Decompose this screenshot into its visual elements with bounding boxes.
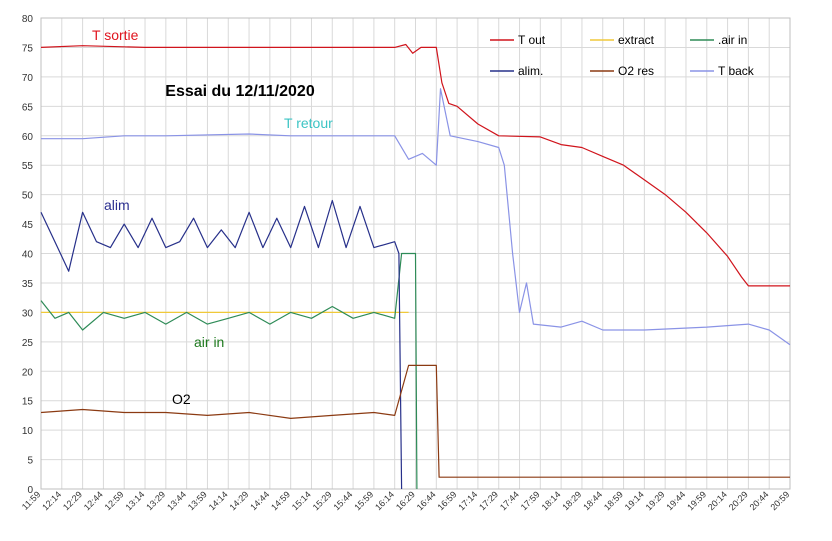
series-annotation: O2 [172,391,191,407]
y-tick-label: 80 [22,14,34,25]
series-annotations: T sortie T retour alim air in O2 [92,27,333,407]
series-annotation: T retour [284,115,333,131]
y-tick-label: 25 [22,338,34,349]
y-tick-label: 55 [22,161,34,172]
y-tick-label: 15 [22,397,34,408]
series-lines [40,43,791,490]
series-line-alim [40,199,403,490]
y-tick-label: 40 [22,250,34,261]
y-tick-label: 65 [22,102,34,113]
y-tick-label: 50 [22,191,34,202]
y-axis-tick-labels: 0 5 10 15 20 25 30 35 40 45 50 55 60 65 70 75 80 [22,14,34,496]
y-tick-label: 70 [22,73,34,84]
series-line-t-back [41,88,791,346]
y-tick-label: 30 [22,308,34,319]
legend: T out extract .air in alim. O2 res T back [490,33,755,78]
legend-label: T back [718,64,755,78]
y-tick-label: 0 [27,485,33,496]
series-line-t-out [40,43,790,287]
y-tick-label: 45 [22,220,34,231]
legend-label: extract [618,33,655,47]
y-tick-label: 20 [22,367,34,378]
legend-label: O2 res [618,64,654,78]
series-line-air-in [40,252,418,490]
legend-label: alim. [518,64,543,78]
y-tick-label: 5 [27,456,33,467]
series-annotation: alim [104,197,130,213]
y-tick-label: 75 [22,43,34,54]
plot-area-border [40,17,791,490]
y-tick-label: 10 [22,426,34,437]
legend-label: T out [518,33,546,47]
legend-label: .air in [718,33,747,47]
y-tick-label: 60 [22,132,34,143]
series-line-o2-res [40,364,790,478]
series-annotation: air in [194,334,224,350]
chart-title: Essai du 12/11/2020 [165,83,315,100]
y-tick-label: 35 [22,279,34,290]
series-annotation: T sortie [92,27,139,43]
